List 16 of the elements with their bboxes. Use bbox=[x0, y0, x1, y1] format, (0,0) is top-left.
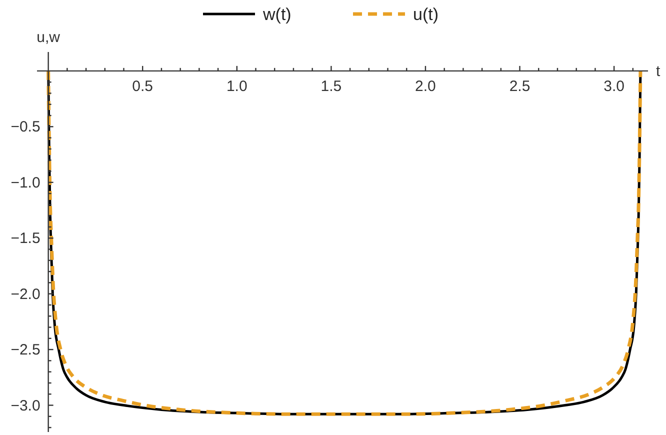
y-tick-label: −3.0 bbox=[10, 397, 40, 414]
x-tick-label: 0.5 bbox=[132, 78, 154, 95]
x-tick-label: 3.0 bbox=[604, 78, 624, 95]
legend-label: u(t) bbox=[413, 5, 438, 24]
x-tick-label: 2.0 bbox=[415, 78, 436, 95]
x-tick-label: 1.5 bbox=[320, 78, 342, 95]
x-axis-title: t bbox=[656, 62, 661, 80]
y-tick-label: −0.5 bbox=[10, 118, 40, 136]
y-tick-label: −2.5 bbox=[10, 342, 40, 359]
y-tick-label: −2.0 bbox=[10, 286, 40, 303]
legend-label: w(t) bbox=[262, 5, 292, 24]
x-tick-label: 2.5 bbox=[509, 78, 530, 95]
x-tick-label: 1.0 bbox=[226, 78, 248, 95]
y-tick-label: −1.0 bbox=[10, 174, 40, 192]
y-axis-title: u,w bbox=[36, 29, 60, 46]
y-tick-label: −1.5 bbox=[10, 230, 40, 248]
